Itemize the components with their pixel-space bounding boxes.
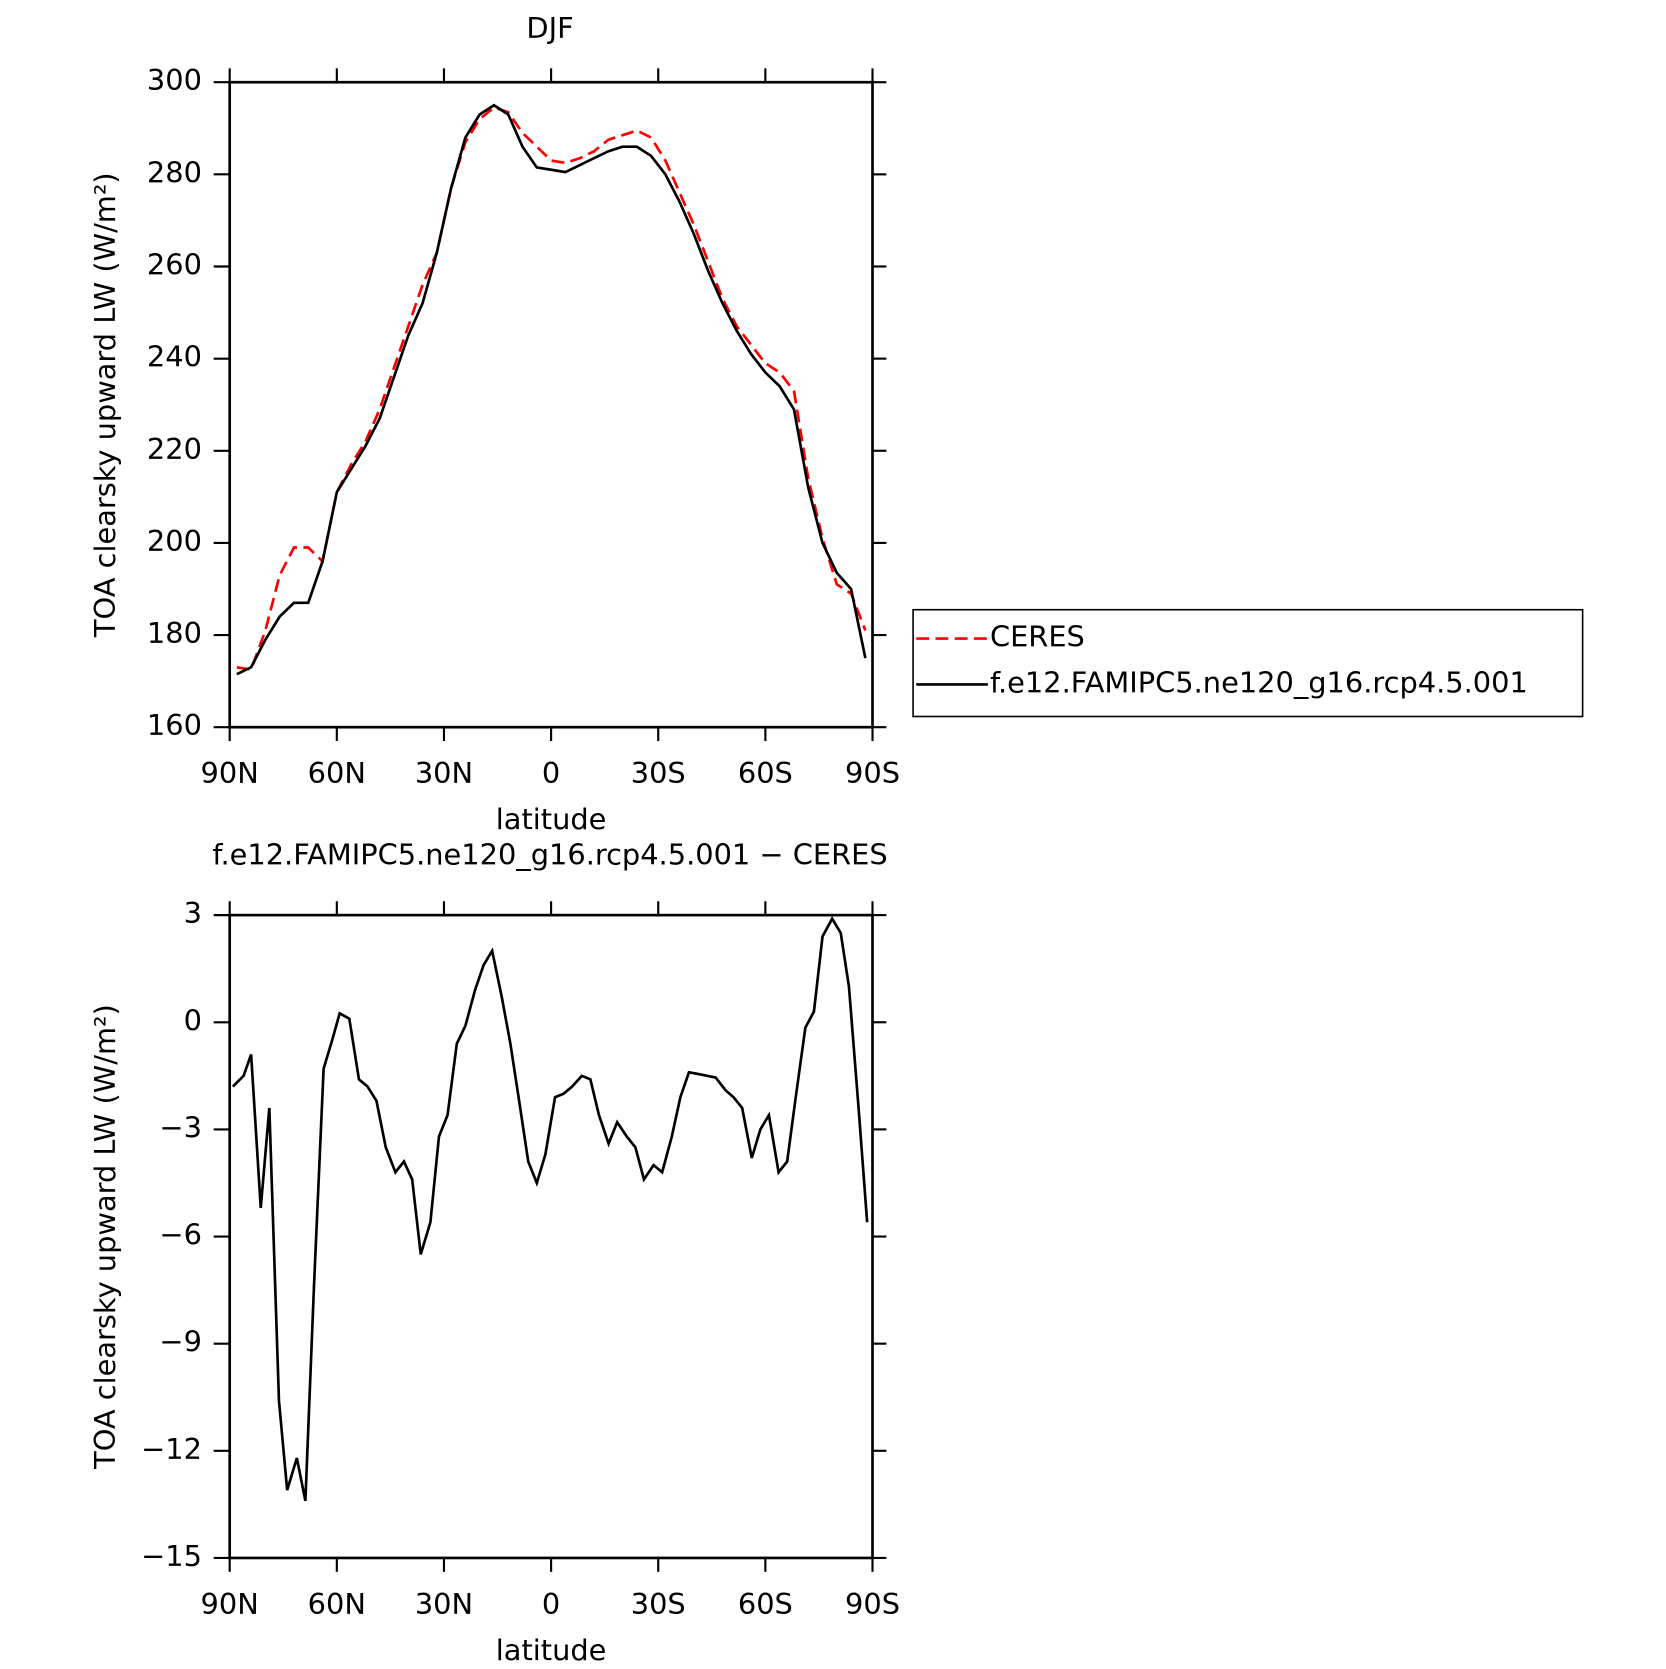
x-axis-label: latitude: [496, 1633, 607, 1667]
x-tick-label: 0: [542, 756, 560, 790]
data-line: [236, 106, 867, 672]
x-tick-label: 60S: [738, 756, 793, 790]
plot-frame: [228, 913, 874, 1560]
y-tick-label: 240: [147, 340, 202, 374]
x-tick-label: 30N: [415, 1587, 473, 1621]
x-tick-label: 90N: [201, 756, 259, 790]
y-tick-label: 280: [147, 155, 202, 189]
x-tick-label: 30N: [415, 756, 473, 790]
y-tick-label: 300: [147, 63, 202, 97]
y-axis-label: TOA clearsky upward LW (W/m²): [88, 172, 122, 638]
data-line: [231, 915, 869, 1502]
x-tick-label: 30S: [631, 1587, 686, 1621]
x-tick-label: 90S: [845, 1587, 900, 1621]
y-tick-label: −12: [141, 1432, 202, 1466]
x-tick-label: 90N: [201, 1587, 259, 1621]
y-tick-label: −9: [159, 1325, 202, 1359]
y-tick-label: 0: [184, 1003, 202, 1037]
x-tick-label: 60N: [308, 756, 366, 790]
y-tick-label: −15: [141, 1539, 202, 1573]
legend-label: CERES: [990, 620, 1085, 654]
legend-label: f.e12.FAMIPC5.ne120_g16.rcp4.5.001: [990, 665, 1528, 699]
x-axis-label: latitude: [496, 802, 607, 836]
chart-title: DJF: [526, 11, 573, 45]
data-line: [236, 103, 867, 676]
legend-box: [912, 608, 1584, 718]
y-tick-label: 3: [184, 896, 202, 930]
y-tick-label: 220: [147, 432, 202, 466]
chart-title: f.e12.FAMIPC5.ne120_g16.rcp4.5.001 − CER…: [212, 837, 887, 871]
y-tick-label: 260: [147, 247, 202, 281]
y-tick-label: 160: [147, 708, 202, 742]
x-tick-label: 30S: [631, 756, 686, 790]
x-tick-label: 0: [542, 1587, 560, 1621]
x-tick-label: 60N: [308, 1587, 366, 1621]
plot-frame: [228, 80, 874, 729]
y-tick-label: −6: [159, 1218, 202, 1252]
y-tick-label: 180: [147, 616, 202, 650]
y-tick-label: 200: [147, 524, 202, 558]
y-tick-label: −3: [159, 1110, 202, 1144]
y-axis-label: TOA clearsky upward LW (W/m²): [88, 1004, 122, 1470]
x-tick-label: 90S: [845, 756, 900, 790]
x-tick-label: 60S: [738, 1587, 793, 1621]
